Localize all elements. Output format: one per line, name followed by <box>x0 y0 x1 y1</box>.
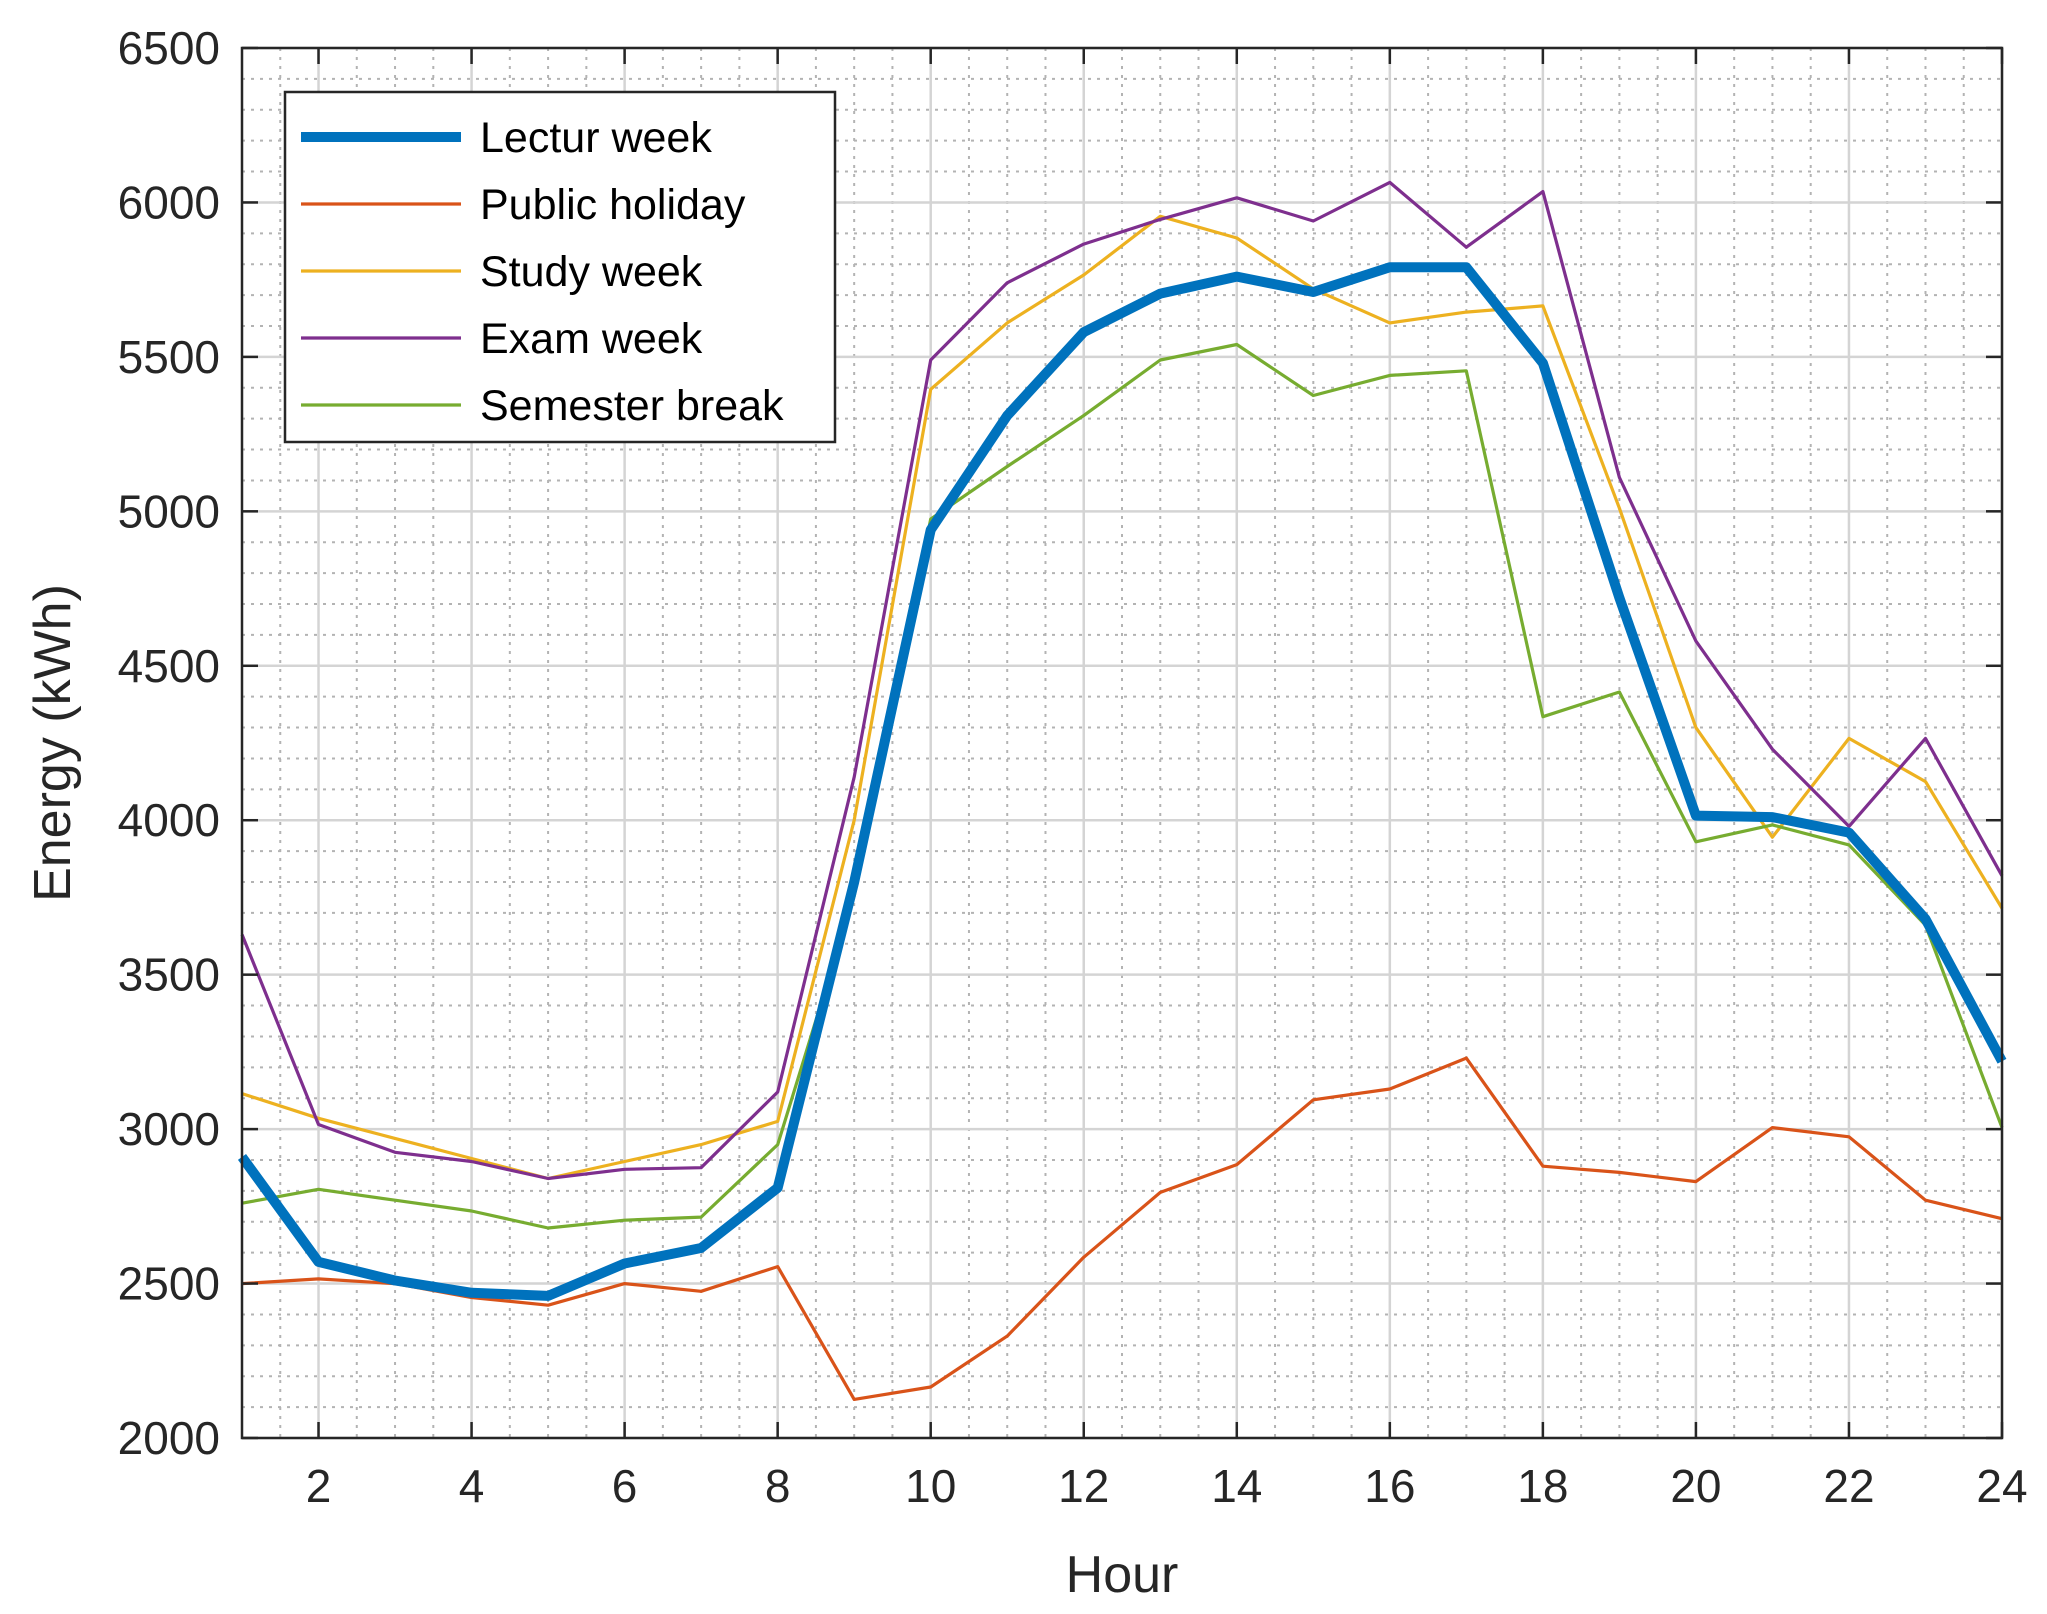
y-tick-label: 3000 <box>118 1103 220 1155</box>
legend-label: Public holiday <box>480 181 746 229</box>
y-tick-label: 5000 <box>118 485 220 537</box>
x-tick-label: 18 <box>1517 1460 1568 1512</box>
series-layer <box>237 180 2007 1402</box>
x-tick-label: 20 <box>1670 1460 1721 1512</box>
x-tick-label: 12 <box>1058 1460 1109 1512</box>
plot-frame <box>240 46 2004 1440</box>
x-tick-label: 6 <box>612 1460 638 1512</box>
x-tick-label: 24 <box>1976 1460 2027 1512</box>
series-line-public-holiday <box>241 1056 2003 1402</box>
y-tick-labels: 2000 2500 3000 3500 4000 4500 5000 5500 6000 6500 <box>118 22 220 1464</box>
legend-label: Exam week <box>480 315 703 363</box>
y-tick-label: 3500 <box>118 949 220 1001</box>
axis-ticks <box>242 46 2004 1440</box>
x-tick-label: 10 <box>905 1460 956 1512</box>
legend: Lectur week Public holiday Study week Exam … <box>283 90 837 444</box>
series-line-semester-break <box>241 342 2004 1230</box>
x-tick-label: 16 <box>1364 1460 1415 1512</box>
y-tick-label: 2000 <box>118 1412 220 1464</box>
y-axis-label: Energy (kWh) <box>24 584 82 902</box>
x-tick-label: 22 <box>1823 1460 1874 1512</box>
legend-box <box>283 90 837 444</box>
series-line-lectur-week <box>237 262 2007 1301</box>
legend-label: Lectur week <box>480 114 712 162</box>
x-tick-label: 2 <box>306 1460 332 1512</box>
y-tick-label: 4000 <box>118 794 220 846</box>
y-tick-label: 4500 <box>118 640 220 692</box>
x-tick-label: 8 <box>765 1460 791 1512</box>
y-tick-label: 2500 <box>118 1258 220 1310</box>
legend-label: Study week <box>480 248 703 296</box>
x-tick-labels: 2 4 6 8 10 12 14 16 18 20 22 24 <box>306 1460 2028 1512</box>
x-tick-label: 4 <box>459 1460 485 1512</box>
legend-label: Semester break <box>480 382 784 430</box>
x-axis-label: Hour <box>1066 1546 1179 1604</box>
y-tick-label: 6000 <box>118 176 220 228</box>
y-tick-label: 5500 <box>118 331 220 383</box>
minor-grid <box>241 48 2002 1438</box>
y-tick-label: 6500 <box>118 22 220 74</box>
series-line-exam-week <box>240 180 2004 1181</box>
x-tick-label: 14 <box>1211 1460 1262 1512</box>
